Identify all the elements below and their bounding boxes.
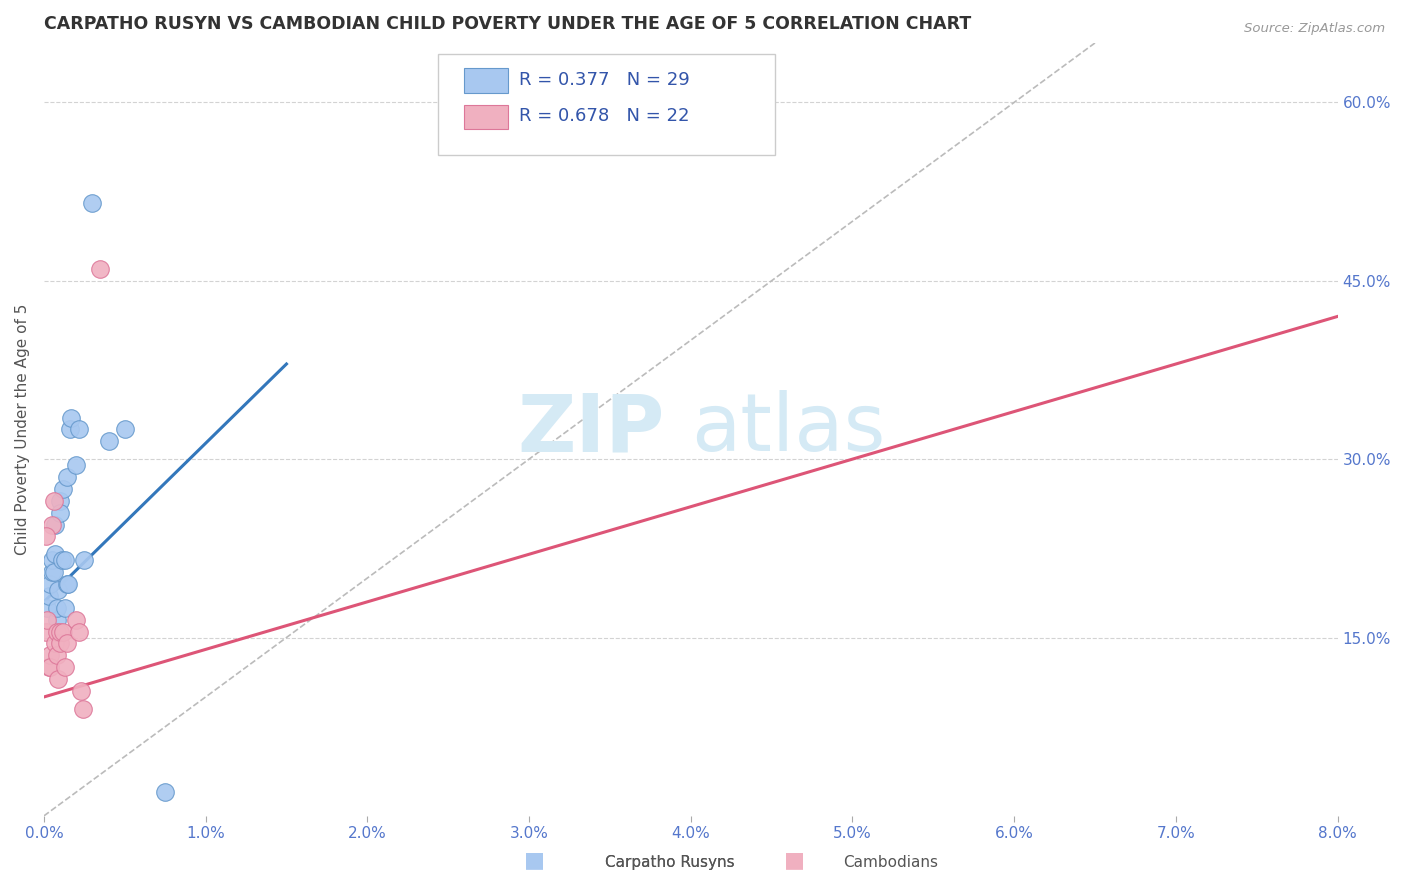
- Point: [42, 565, 65, 579]
- Point: [60, 410, 83, 425]
- Point: [65, 458, 87, 472]
- Text: ■: ■: [785, 850, 804, 870]
- Point: [34, 529, 56, 543]
- Point: [37, 613, 59, 627]
- Point: [44, 636, 66, 650]
- Text: ■: ■: [524, 850, 544, 870]
- Point: [44, 517, 66, 532]
- Point: [45, 613, 67, 627]
- Point: [48, 672, 70, 686]
- Point: [38, 660, 60, 674]
- Point: [55, 470, 77, 484]
- Point: [49, 636, 72, 650]
- Point: [73, 553, 96, 567]
- Point: [53, 600, 76, 615]
- Point: [41, 565, 63, 579]
- Text: Cambodians: Cambodians: [844, 855, 939, 870]
- Point: [51, 553, 73, 567]
- Point: [55, 636, 77, 650]
- Point: [70, 684, 93, 698]
- Text: CARPATHO RUSYN VS CAMBODIAN CHILD POVERTY UNDER THE AGE OF 5 CORRELATION CHART: CARPATHO RUSYN VS CAMBODIAN CHILD POVERT…: [44, 15, 972, 33]
- FancyBboxPatch shape: [464, 104, 509, 129]
- Point: [49, 624, 72, 639]
- Point: [82, 196, 104, 211]
- Point: [38, 589, 60, 603]
- Point: [69, 422, 91, 436]
- FancyBboxPatch shape: [439, 54, 775, 155]
- Point: [37, 600, 59, 615]
- Text: R = 0.678   N = 22: R = 0.678 N = 22: [519, 107, 689, 125]
- Point: [41, 517, 63, 532]
- Text: Carpatho Rusyns: Carpatho Rusyns: [605, 855, 734, 870]
- Point: [114, 422, 136, 436]
- Point: [45, 624, 67, 639]
- Point: [45, 648, 67, 663]
- Point: [45, 600, 67, 615]
- Point: [69, 624, 91, 639]
- Point: [89, 261, 111, 276]
- Point: [48, 582, 70, 597]
- Point: [53, 660, 76, 674]
- Text: R = 0.377   N = 29: R = 0.377 N = 29: [519, 71, 689, 89]
- Point: [56, 577, 79, 591]
- Point: [34, 624, 56, 639]
- Text: ZIP: ZIP: [517, 391, 665, 468]
- FancyBboxPatch shape: [464, 69, 509, 93]
- Point: [44, 547, 66, 561]
- Text: atlas: atlas: [690, 391, 886, 468]
- Point: [49, 493, 72, 508]
- Point: [97, 434, 120, 449]
- Point: [52, 624, 75, 639]
- Text: Source: ZipAtlas.com: Source: ZipAtlas.com: [1244, 22, 1385, 36]
- Point: [153, 785, 176, 799]
- Point: [42, 493, 65, 508]
- Point: [39, 577, 62, 591]
- Point: [53, 553, 76, 567]
- Point: [59, 422, 82, 436]
- Y-axis label: Child Poverty Under the Age of 5: Child Poverty Under the Age of 5: [15, 303, 30, 555]
- Point: [39, 648, 62, 663]
- Point: [49, 506, 72, 520]
- Point: [65, 613, 87, 627]
- Point: [52, 482, 75, 496]
- Point: [55, 577, 77, 591]
- Text: Carpatho Rusyns: Carpatho Rusyns: [605, 855, 734, 870]
- Point: [72, 702, 94, 716]
- Point: [39, 660, 62, 674]
- Point: [41, 553, 63, 567]
